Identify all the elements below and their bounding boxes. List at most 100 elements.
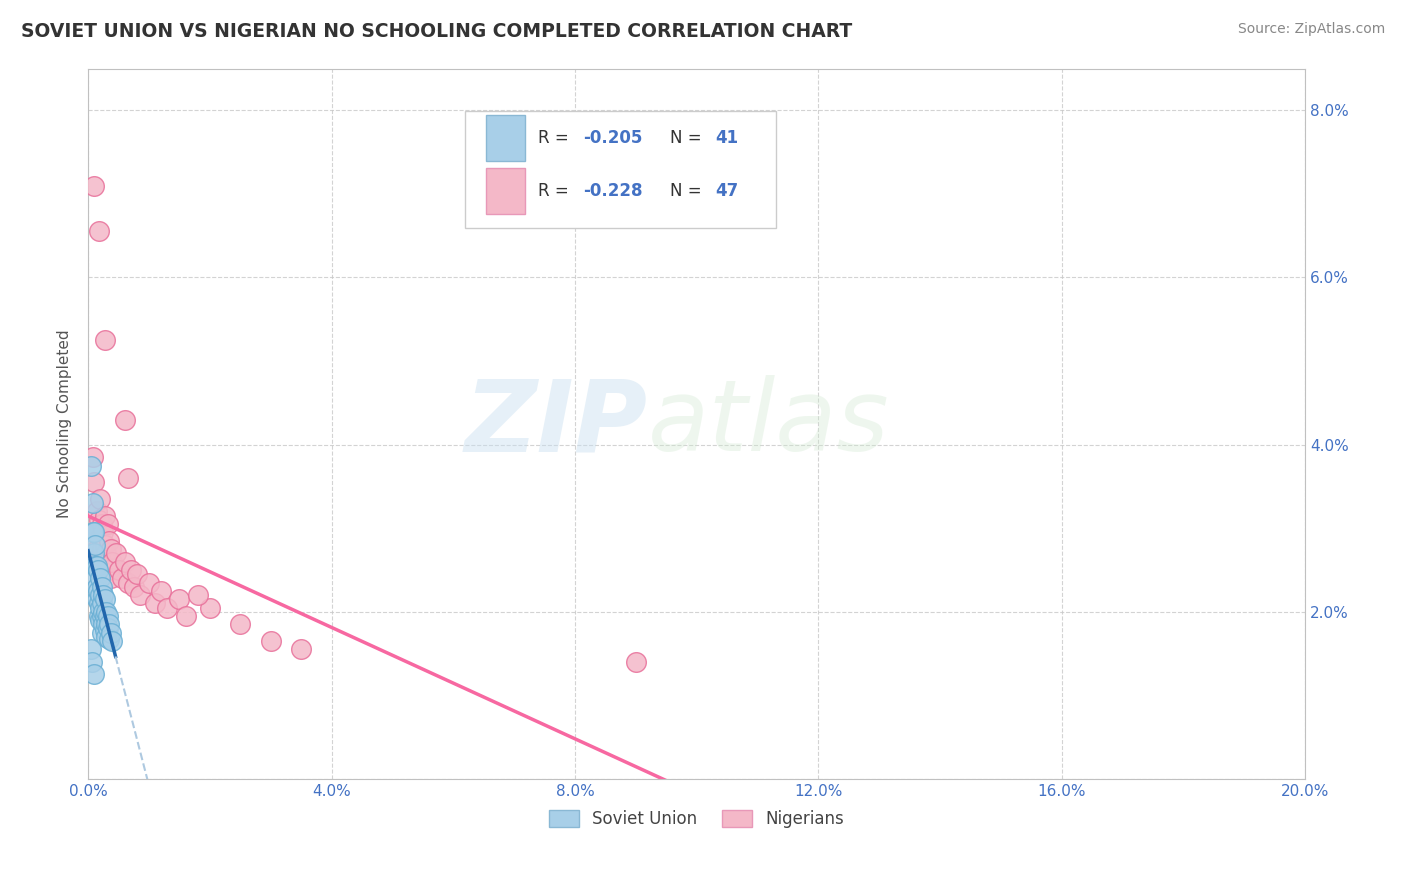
Text: SOVIET UNION VS NIGERIAN NO SCHOOLING COMPLETED CORRELATION CHART: SOVIET UNION VS NIGERIAN NO SCHOOLING CO…	[21, 22, 852, 41]
Text: 41: 41	[714, 128, 738, 147]
Point	[120, 563, 142, 577]
Point	[138, 575, 160, 590]
Point	[90, 609, 112, 624]
Point	[94, 538, 117, 552]
Text: Source: ZipAtlas.com: Source: ZipAtlas.com	[1237, 22, 1385, 37]
Point	[89, 530, 111, 544]
Text: N =: N =	[669, 182, 707, 200]
Point	[624, 655, 647, 669]
Point	[174, 609, 197, 624]
Point	[82, 496, 104, 510]
Point	[97, 609, 120, 624]
Point	[94, 609, 117, 624]
Point	[89, 588, 111, 602]
Point	[94, 592, 117, 607]
Point	[94, 623, 117, 637]
Point	[83, 546, 105, 560]
Point	[94, 333, 117, 347]
Point	[86, 558, 108, 573]
Point	[98, 632, 121, 646]
Point	[96, 630, 118, 644]
Point	[83, 525, 105, 540]
Point	[86, 542, 108, 557]
Point	[84, 525, 107, 540]
Point	[110, 571, 132, 585]
Point	[96, 605, 118, 619]
Point	[90, 596, 112, 610]
Point	[169, 592, 191, 607]
Point	[107, 563, 129, 577]
FancyBboxPatch shape	[465, 112, 776, 228]
Text: atlas: atlas	[648, 376, 890, 472]
Bar	[486, 115, 524, 161]
Point	[86, 592, 108, 607]
Point	[97, 516, 120, 531]
Point	[114, 412, 136, 426]
Point	[101, 555, 124, 569]
Point	[100, 542, 122, 557]
Point	[98, 563, 121, 577]
Point	[87, 513, 110, 527]
Point	[86, 580, 108, 594]
Point	[150, 583, 173, 598]
Point	[100, 571, 122, 585]
Point	[90, 625, 112, 640]
Point	[104, 546, 127, 560]
Point	[84, 538, 107, 552]
Point	[229, 617, 252, 632]
Point	[84, 571, 107, 585]
Point	[93, 617, 115, 632]
Point	[84, 558, 107, 573]
Point	[198, 600, 221, 615]
Point	[87, 583, 110, 598]
Point	[128, 588, 150, 602]
Text: -0.228: -0.228	[583, 182, 643, 200]
Point	[117, 575, 139, 590]
Point	[80, 458, 103, 473]
Point	[97, 555, 120, 569]
Point	[82, 450, 104, 464]
Point	[156, 600, 179, 615]
Point	[90, 542, 112, 557]
Legend: Soviet Union, Nigerians: Soviet Union, Nigerians	[543, 803, 851, 835]
Point	[83, 178, 105, 193]
Point	[89, 600, 111, 615]
Point	[94, 508, 117, 523]
Point	[93, 525, 115, 540]
Point	[260, 634, 283, 648]
Point	[143, 596, 166, 610]
Text: 47: 47	[714, 182, 738, 200]
Point	[101, 634, 124, 648]
Point	[96, 617, 118, 632]
Point	[89, 571, 111, 585]
Point	[93, 605, 115, 619]
Text: -0.205: -0.205	[583, 128, 643, 147]
Text: R =: R =	[538, 128, 575, 147]
Y-axis label: No Schooling Completed: No Schooling Completed	[58, 329, 72, 518]
Point	[87, 225, 110, 239]
Point	[97, 622, 120, 636]
Point	[117, 471, 139, 485]
Point	[87, 563, 110, 577]
Point	[82, 655, 104, 669]
Text: R =: R =	[538, 182, 575, 200]
Point	[187, 588, 209, 602]
Point	[89, 491, 111, 506]
Text: ZIP: ZIP	[465, 376, 648, 472]
Point	[125, 567, 148, 582]
Bar	[486, 168, 524, 214]
Point	[96, 546, 118, 560]
Point	[290, 642, 312, 657]
Point	[90, 516, 112, 531]
Point	[87, 596, 110, 610]
Point	[122, 580, 145, 594]
Point	[86, 504, 108, 518]
Point	[89, 550, 111, 565]
Point	[80, 642, 103, 657]
Point	[90, 580, 112, 594]
Text: N =: N =	[669, 128, 707, 147]
Point	[83, 667, 105, 681]
Point	[100, 625, 122, 640]
Point	[98, 617, 121, 632]
Point	[114, 555, 136, 569]
